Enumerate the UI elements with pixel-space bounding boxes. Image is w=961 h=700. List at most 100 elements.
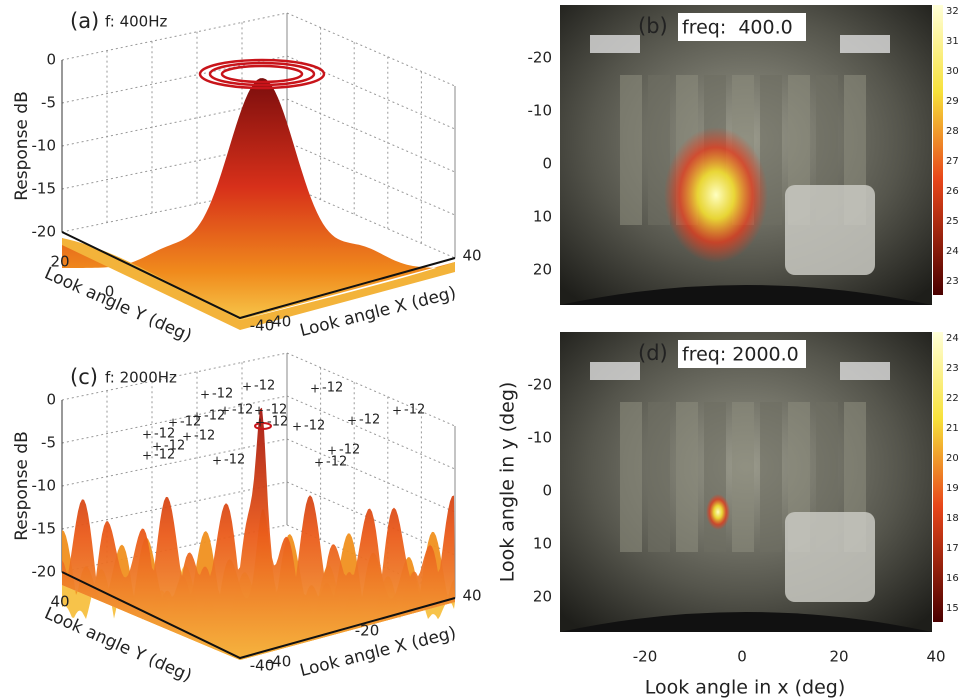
colorbar-tick-label: 20 (946, 453, 959, 464)
contour-mark: + (182, 430, 192, 444)
z-tick-label: -5 (41, 94, 56, 112)
grid-line (286, 438, 456, 513)
contour-mark: + (220, 404, 230, 418)
image-panel: (d) freq: 2000.0 24 23 22 21 20 19 18 17 16 15 -20 -1… (528, 332, 959, 632)
panel-label: (c) (70, 365, 98, 389)
grid-line (61, 395, 288, 444)
colorbar-tick-label: 19 (946, 483, 959, 494)
surface (62, 78, 455, 320)
ceiling-light (590, 35, 640, 53)
contour-label: -12 (339, 443, 360, 458)
y-tick-label: 0 (105, 283, 115, 301)
contour-mark: + (212, 454, 222, 468)
colorbar-tick-label: 21 (946, 423, 959, 434)
y-tick-label: -10 (528, 429, 553, 447)
contour-mark: + (347, 414, 357, 428)
grid-line (61, 12, 288, 61)
x-tick-label: -40 (250, 657, 275, 675)
object (785, 512, 875, 602)
contour-mark: + (142, 449, 152, 463)
object (785, 185, 875, 275)
wedge-pattern (732, 402, 754, 552)
contour-label: -12 (322, 381, 343, 396)
contour-label: -12 (212, 387, 233, 402)
x-axis-label: Look angle in x (deg) (645, 677, 846, 699)
contour-mark: + (200, 388, 210, 402)
z-tick-label: 0 (46, 51, 56, 69)
y-tick-label: 0 (542, 155, 552, 173)
y-tick-label: -20 (528, 376, 553, 394)
colorbar (933, 5, 943, 295)
colorbar-tick-label: 26 (946, 186, 959, 197)
contour-mark: + (142, 428, 152, 442)
y-tick-label: -40 (267, 313, 292, 331)
contour (220, 64, 304, 84)
panel-title: f: 400Hz (105, 13, 167, 31)
contour-mark: + (327, 444, 337, 458)
y-tick-label: 10 (533, 535, 552, 553)
ceiling-light (590, 362, 640, 380)
contour-mark: + (392, 404, 402, 418)
grid-line (61, 481, 288, 530)
colorbar-tick-label: 28 (946, 126, 959, 137)
contour (254, 422, 272, 430)
z-tick-label: -15 (32, 180, 57, 198)
colorbar-tick-label: 15 (946, 603, 959, 614)
y-axis-label: Look angle in y (deg) (497, 382, 519, 583)
colorbar-tick-label: 22 (946, 393, 959, 404)
colorbar-tick-label: 18 (946, 513, 959, 524)
contour-mark: + (314, 456, 324, 470)
contour (198, 58, 326, 90)
contour-mark: + (255, 416, 265, 430)
colorbar-tick-label: 31 (946, 36, 959, 47)
contour-mark: + (168, 416, 178, 430)
contour-label: -12 (304, 419, 325, 434)
surface (62, 407, 455, 660)
grid-line (61, 438, 288, 487)
x-tick-label: 40 (926, 648, 945, 666)
y-tick-label: 10 (533, 208, 552, 226)
wedge-pattern (648, 402, 670, 552)
surface-plot: -12+-12+ -12+ -12+ -12+-12+-12+-12+-12+-12+… (12, 352, 482, 686)
colorbar-tick-label: 30 (946, 66, 959, 77)
contour-mark: + (192, 410, 202, 424)
wedge-pattern (620, 402, 642, 552)
y-tick-label: 20 (533, 588, 552, 606)
x-tick-label: -20 (355, 622, 380, 640)
contour-label: -12 (154, 448, 175, 463)
wedge-pattern (760, 402, 782, 552)
z-tick-label: -10 (32, 477, 57, 495)
contour-label: -12 (326, 455, 347, 470)
colorbar-tick-label: 23 (946, 363, 959, 374)
grid-line (286, 12, 456, 87)
y-tick-label: 0 (542, 482, 552, 500)
contour-label: -12 (254, 379, 275, 394)
ceiling-light (840, 362, 890, 380)
y-tick-label: -40 (267, 653, 292, 671)
z-axis-label: Response dB (12, 431, 32, 541)
wedge-pattern (676, 402, 698, 552)
contour-mark: + (254, 404, 264, 418)
contour-label: -12 (267, 415, 288, 430)
colorbar-tick-label: 32 (946, 6, 959, 17)
contour-label: -12 (266, 403, 287, 418)
z-tick-label: 0 (46, 391, 56, 409)
freq-box (678, 13, 806, 41)
x-tick-label: 20 (829, 648, 848, 666)
panel-label: (d) (638, 341, 668, 365)
colorbar-tick-label: 24 (946, 333, 959, 344)
contour-label: -12 (204, 409, 225, 424)
ceiling-light (840, 35, 890, 53)
floor-edge (560, 285, 932, 305)
contour-label: -12 (404, 403, 425, 418)
grid-line (286, 141, 456, 216)
hotspot (706, 494, 730, 530)
surface-plot: 0 -5 -10 -15 -20 20 0 -40-40 40 (a) f: 400Hz Respon… (12, 9, 482, 346)
colorbar-tick-label: 23 (946, 276, 959, 287)
image-panel: (b) freq: 400.0 32 31 30 29 28 27 26 25 24 23 -20 -10… (528, 5, 959, 305)
colorbar-tick-label: 16 (946, 573, 959, 584)
y-tick-label: 20 (50, 253, 69, 271)
freq-box (678, 340, 806, 368)
contour-label: -12 (164, 439, 185, 454)
